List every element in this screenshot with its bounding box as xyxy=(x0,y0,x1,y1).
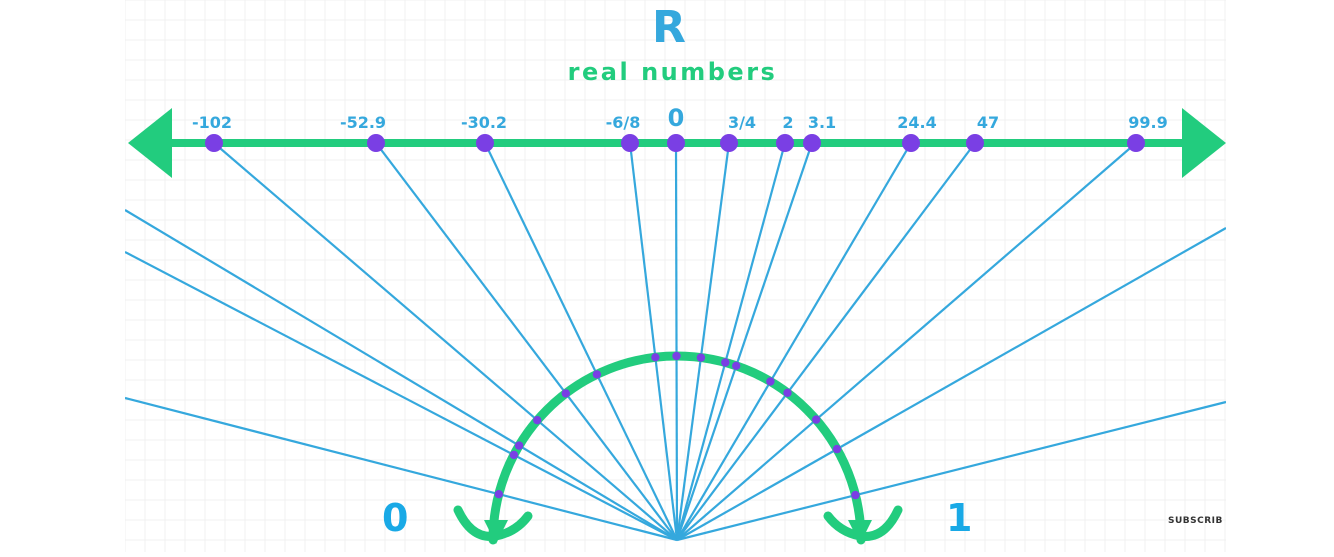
semicircle-dot xyxy=(783,389,791,397)
semicircle-dot xyxy=(533,416,541,424)
number-line-point xyxy=(667,134,685,152)
projection-ray xyxy=(676,143,677,540)
right-margin xyxy=(1226,0,1334,552)
point-label: -102 xyxy=(192,113,232,132)
semicircle-dot xyxy=(562,389,570,397)
page-title: real numbers xyxy=(500,58,845,86)
point-label: 2 xyxy=(782,113,793,132)
point-label: 24.4 xyxy=(897,113,936,132)
semicircle-dot xyxy=(812,415,820,423)
semicircle-dot xyxy=(593,370,601,378)
number-line-point xyxy=(621,134,639,152)
number-line-point xyxy=(902,134,920,152)
left-margin xyxy=(0,0,125,552)
right-arrow-icon xyxy=(1182,108,1226,178)
point-label: 3.1 xyxy=(808,113,836,132)
semicircle-dot xyxy=(651,353,659,361)
subscribe-button[interactable]: SUBSCRIB xyxy=(1168,516,1223,526)
number-line-point xyxy=(720,134,738,152)
semicircle-left-label: 0 xyxy=(382,496,408,540)
point-label: -6/8 xyxy=(606,113,641,132)
semicircle-dot xyxy=(510,451,518,459)
number-line-point xyxy=(367,134,385,152)
number-line-point xyxy=(205,134,223,152)
semicircle-dot xyxy=(766,377,774,385)
semicircle-dot xyxy=(851,491,859,499)
point-label: 0 xyxy=(668,104,685,132)
semicircle-dot xyxy=(697,353,705,361)
projection-ray xyxy=(677,228,1226,540)
semicircle-dot xyxy=(833,445,841,453)
semicircle-dot xyxy=(721,358,729,366)
semicircle-dot xyxy=(672,352,680,360)
point-label: -52.9 xyxy=(340,113,386,132)
point-label: 47 xyxy=(977,113,999,132)
point-label: -30.2 xyxy=(461,113,507,132)
real-numbers-symbol: R xyxy=(644,2,694,53)
semicircle-dot xyxy=(732,362,740,370)
number-line-point xyxy=(966,134,984,152)
semicircle-dot xyxy=(515,441,523,449)
semicircle-dot xyxy=(495,490,503,498)
number-line-point xyxy=(476,134,494,152)
number-line-point xyxy=(803,134,821,152)
point-label: 99.9 xyxy=(1128,113,1167,132)
number-line-point xyxy=(1127,134,1145,152)
semicircle-right-label: 1 xyxy=(946,496,972,540)
point-label: 3/4 xyxy=(728,113,756,132)
left-arrow-icon xyxy=(128,108,172,178)
number-line-point xyxy=(776,134,794,152)
